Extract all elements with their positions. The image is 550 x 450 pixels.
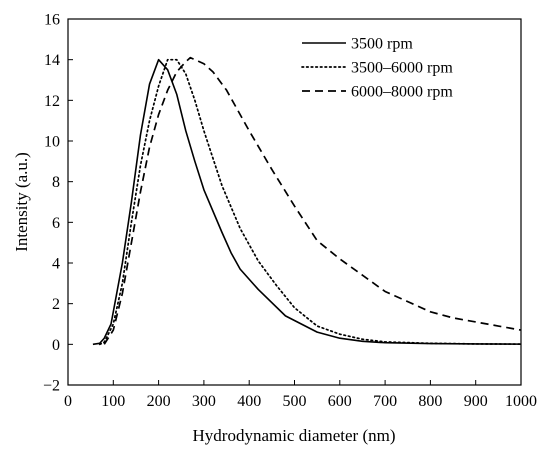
y-tick-label: 6: [52, 215, 60, 232]
tick-labels-layer: 0 100 200 300 400 500 600 700 800 900 1000−2024681…: [43, 12, 537, 411]
x-tick-label: 0: [64, 393, 72, 410]
x-tick-label: 600: [328, 393, 352, 410]
legend: 3500 rpm 3500–6000 rpm 6000–8000 rpm: [301, 36, 453, 101]
y-tick-label: 12: [44, 93, 60, 110]
series-line-1: [92, 58, 521, 346]
plot-frame: [67, 18, 522, 386]
x-axis-label: Hydrodynamic diameter (nm): [193, 426, 396, 445]
ticks-layer: [67, 18, 522, 386]
x-tick-label: 300: [192, 393, 216, 410]
y-tick-label: 0: [52, 337, 60, 354]
y-tick-label: −2: [43, 378, 60, 395]
y-tick-label: 16: [44, 12, 60, 29]
x-tick-label: 200: [147, 393, 171, 410]
x-tick-label: 900: [464, 393, 488, 410]
legend-label-2: 3500–6000 rpm: [351, 60, 453, 77]
series-line-3: [103, 56, 521, 345]
x-tick-label: 800: [418, 393, 442, 410]
y-tick-label: 4: [52, 256, 60, 273]
y-tick-label: 14: [44, 52, 60, 69]
x-tick-label: 400: [237, 393, 261, 410]
y-tick-label: 2: [52, 296, 60, 313]
y-tick-label: 10: [44, 134, 60, 151]
legend-label-1: 3500 rpm: [351, 36, 413, 53]
legend-label-3: 6000–8000 rpm: [351, 84, 453, 101]
y-axis-label: Intensity (a.u.): [12, 152, 31, 252]
series-line-2: [98, 58, 521, 346]
series-layer: [92, 56, 521, 346]
x-tick-label: 1000: [505, 393, 537, 410]
x-tick-label: 500: [283, 393, 307, 410]
x-tick-label: 700: [373, 393, 397, 410]
y-tick-label: 8: [52, 174, 60, 191]
x-tick-label: 100: [101, 393, 125, 410]
